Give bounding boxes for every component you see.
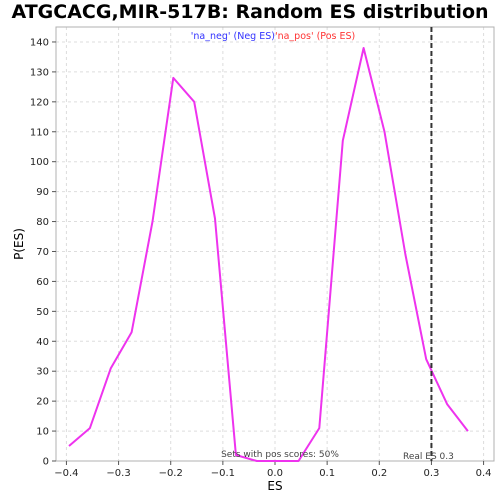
chart-title: ATGCACG,MIR-517B: Random ES distribution [11,1,489,23]
y-tick-label: 100 [30,157,49,168]
x-tick-label: 0.1 [319,468,335,479]
grid [56,27,494,462]
real-es-label: Real ES 0.3 [403,452,454,462]
reference-layer: Real ES 0.3 [403,27,454,462]
pos-scores-annotation: Sets with pos scores: 50% [221,450,339,460]
series-line [68,47,469,462]
text-layer: ES P(ES) Sets with pos scores: 50% 'na_neg'… [12,31,355,493]
legend: 'na_neg' (Neg ES)'na_pos' (Pos ES) [191,31,355,42]
y-tick-label: 20 [36,397,49,408]
x-tick-label: −0.1 [211,468,235,479]
x-tick-label: 0.3 [423,468,439,479]
x-tick-label: 0.0 [267,468,283,479]
y-axis-label: P(ES) [12,228,26,260]
y-tick-label: 50 [36,307,49,318]
x-tick-label: 0.2 [371,468,387,479]
y-tick-label: 60 [36,277,49,288]
y-tick-label: 10 [36,427,49,438]
y-tick-label: 40 [36,337,49,348]
y-tick-label: 30 [36,367,49,378]
y-tick-label: 0 [43,457,49,468]
legend-entry: 'na_neg' (Neg ES) [191,31,275,42]
y-tick-label: 120 [30,97,49,108]
series-layer [68,47,469,462]
y-tick-label: 110 [30,127,49,138]
x-tick-label: 0.4 [476,468,492,479]
legend-entry: 'na_pos' (Pos ES) [275,31,355,42]
y-tick-label: 90 [36,187,49,198]
x-tick-label: −0.4 [54,468,78,479]
axes: −0.4 −0.3 −0.2 −0.1 0.0 0.1 0.2 0.3 0.4 0 10 20 30 40… [30,37,492,479]
y-tick-label: 80 [36,217,49,228]
x-tick-label: −0.3 [106,468,130,479]
x-tick-label: −0.2 [159,468,183,479]
y-tick-label: 70 [36,247,49,258]
y-tick-label: 140 [30,37,49,48]
y-tick-label: 130 [30,67,49,78]
x-axis-label: ES [267,479,282,493]
